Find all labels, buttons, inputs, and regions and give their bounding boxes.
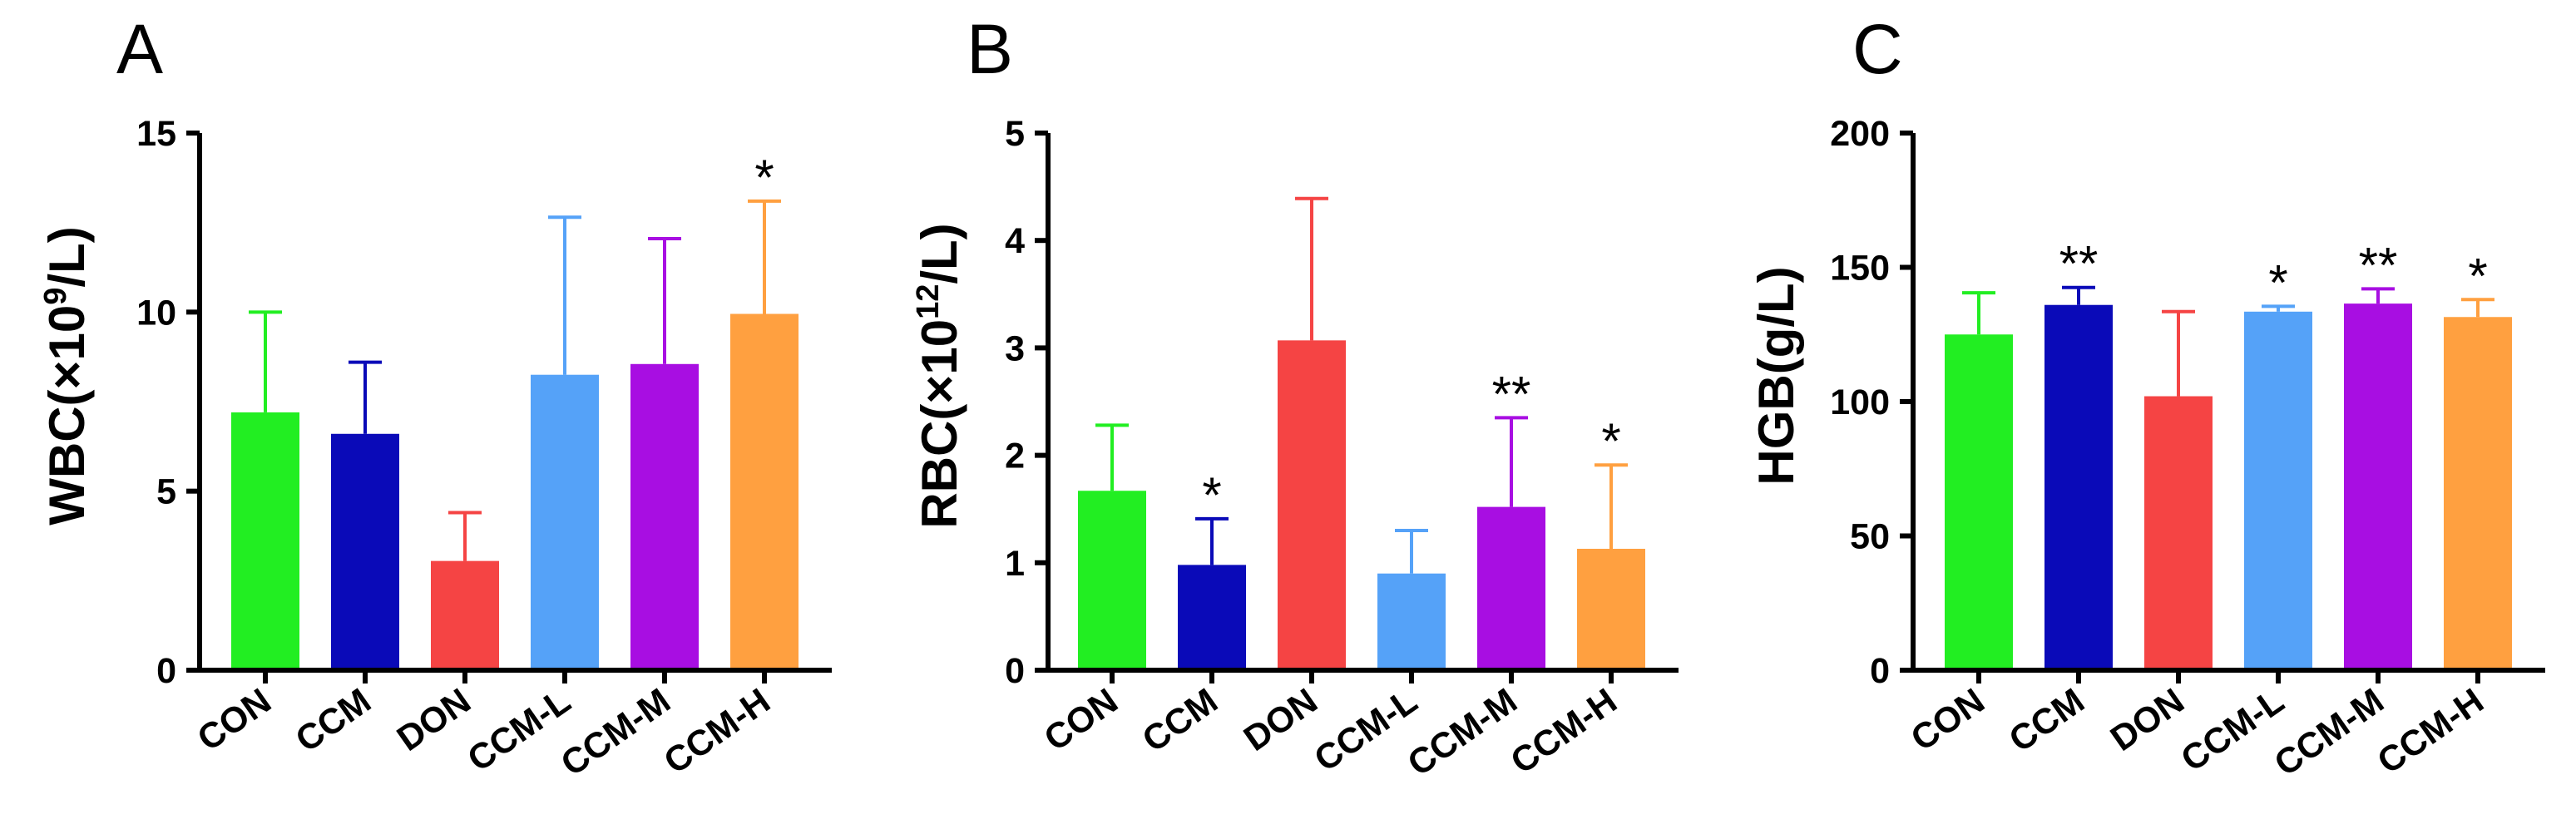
panel-b-ytick-label: 5 bbox=[1005, 114, 1025, 154]
panel-a-bar-ccm bbox=[331, 433, 399, 670]
panel-a-bar-don bbox=[431, 560, 499, 670]
panel-b-ylabel: RBC(×1012/L) bbox=[911, 223, 967, 528]
panel-c-ylabel: HGB(g/L) bbox=[1748, 266, 1804, 485]
panel-b-significance-ccm-m: ** bbox=[1492, 366, 1531, 422]
panel-b-bar-ccm bbox=[1178, 565, 1246, 670]
panel-a-bar-ccm-l bbox=[531, 374, 599, 670]
panel-c-ylabel-main: HGB(g/L) bbox=[1748, 266, 1804, 485]
panel-c-bar-ccm bbox=[2044, 304, 2113, 670]
panel-c-bar-ccm-h bbox=[2444, 317, 2512, 670]
panel-b-bar-ccm-h bbox=[1577, 549, 1645, 670]
panel-b-ytick-label: 1 bbox=[1005, 544, 1025, 584]
panel-b-bar-ccm-l bbox=[1377, 573, 1446, 670]
panel-c-ytick-label: 200 bbox=[1830, 114, 1890, 154]
panel-c-ytick-label: 50 bbox=[1850, 517, 1890, 557]
panel-a-bar-ccm-m bbox=[630, 363, 699, 670]
panel-b-ytick-label: 2 bbox=[1005, 437, 1025, 476]
panel-a-ytick-label: 0 bbox=[156, 651, 176, 691]
panel-c-bar-ccm-l bbox=[2244, 311, 2312, 670]
panel-b-letter: B bbox=[967, 10, 1013, 88]
panel-b-significance-ccm: * bbox=[1202, 467, 1221, 523]
panel-a-ytick-label: 10 bbox=[136, 293, 176, 333]
panel-b-ylabel-sup: 12 bbox=[911, 284, 946, 319]
panel-a-bar-con bbox=[231, 412, 299, 670]
panel-a-ytick-label: 5 bbox=[156, 472, 176, 512]
panel-c-significance-ccm-m: ** bbox=[2359, 237, 2398, 293]
panel-b-bar-con bbox=[1078, 491, 1146, 670]
panel-c-bar-con bbox=[1945, 334, 2013, 670]
panel-c-ytick-label: 150 bbox=[1830, 249, 1890, 289]
panel-c-ytick-label: 0 bbox=[1870, 651, 1890, 691]
panel-a-significance-ccm-h: * bbox=[754, 150, 774, 205]
panel-c-bar-ccm-m bbox=[2344, 303, 2412, 670]
panel-c-significance-ccm-h: * bbox=[2468, 248, 2487, 303]
panel-a-bar-ccm-h bbox=[730, 313, 799, 670]
panel-c-letter: C bbox=[1852, 10, 1903, 88]
panel-b-bar-don bbox=[1278, 340, 1346, 670]
panel-c-ytick-label: 100 bbox=[1830, 382, 1890, 422]
panel-b-ytick-label: 0 bbox=[1005, 651, 1025, 691]
panel-b-significance-ccm-h: * bbox=[1601, 413, 1620, 469]
panel-a-ytick-label: 15 bbox=[136, 114, 176, 154]
panel-b-bar-ccm-m bbox=[1477, 506, 1545, 670]
panel-b-ytick-label: 3 bbox=[1005, 328, 1025, 368]
panel-a-ylabel-tail: /L) bbox=[39, 226, 95, 287]
panel-b-ytick-label: 4 bbox=[1005, 221, 1025, 261]
panel-b-ylabel-main: RBC(×10 bbox=[912, 319, 967, 529]
panel-a-ylabel-sup: 9 bbox=[38, 288, 73, 305]
panel-c-significance-ccm: ** bbox=[2059, 236, 2099, 292]
panel-c-bar-don bbox=[2144, 396, 2213, 670]
panel-a-ylabel: WBC(×109/L) bbox=[38, 226, 95, 526]
panel-c-significance-ccm-l: * bbox=[2268, 254, 2287, 310]
panel-a-ylabel-main: WBC(×10 bbox=[39, 305, 95, 526]
panel-b-ylabel-tail: /L) bbox=[912, 223, 967, 284]
panel-a-letter: A bbox=[116, 10, 163, 88]
